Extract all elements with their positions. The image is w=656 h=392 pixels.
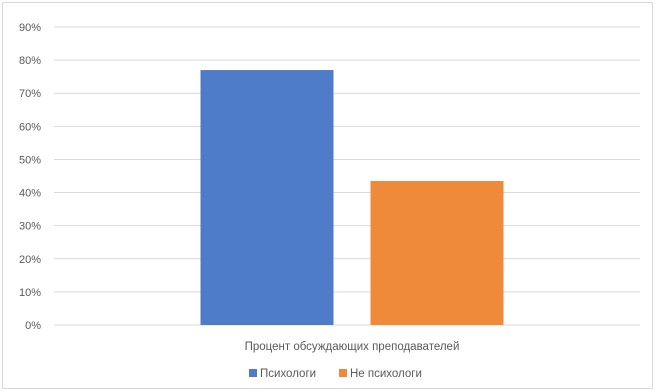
bar-non-psychologists <box>370 180 504 325</box>
legend-swatch <box>249 369 257 377</box>
y-tick-label: 90% <box>19 22 41 34</box>
legend-label: Не психологи <box>350 368 422 380</box>
y-tick-label: 30% <box>19 221 41 233</box>
category-label: Процент обсуждающих преподавателей <box>245 341 460 353</box>
bar-psychologists <box>200 70 334 326</box>
y-tick-label: 10% <box>19 287 41 299</box>
y-tick-label: 60% <box>19 121 41 133</box>
y-tick-label: 0% <box>25 320 41 332</box>
x-axis-category-labels: Процент обсуждающих преподавателей <box>245 341 460 353</box>
gridlines <box>54 26 640 326</box>
bars <box>200 70 504 326</box>
legend: Психологи Не психологи <box>249 368 422 380</box>
y-tick-label: 70% <box>19 88 41 100</box>
y-tick-label: 40% <box>19 188 41 200</box>
y-tick-label: 50% <box>19 154 41 166</box>
y-axis-tick-labels: 0% 10% 20% 30% 40% 50% 60% 70% 80% 90% <box>19 22 41 332</box>
legend-swatch <box>339 369 347 377</box>
legend-label: Психологи <box>260 368 316 380</box>
y-tick-label: 80% <box>19 55 41 67</box>
y-tick-label: 20% <box>19 254 41 266</box>
